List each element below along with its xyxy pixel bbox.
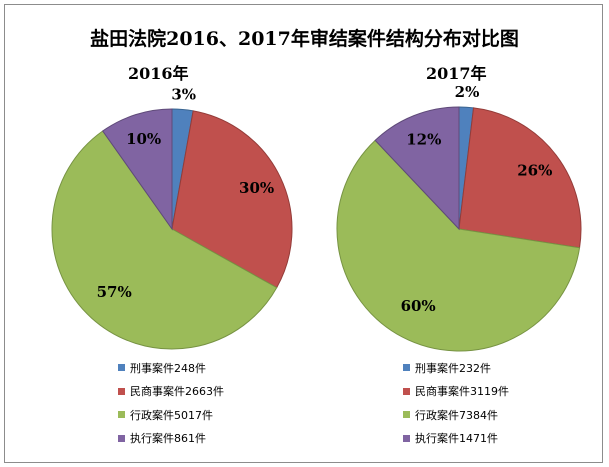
legend-item: 刑事案件232件 <box>403 356 509 380</box>
legend-item: 执行案件1471件 <box>403 427 509 451</box>
slice-percent-label: 2% <box>455 83 480 101</box>
legend-label: 执行案件1471件 <box>415 432 498 446</box>
legend-item: 行政案件7384件 <box>403 403 509 427</box>
chart-title: 盐田法院2016、2017年审结案件结构分布对比图 <box>90 28 519 50</box>
legend-label: 行政案件7384件 <box>415 408 498 422</box>
slice-percent-label: 30% <box>239 179 274 197</box>
legend-item: 民商事案件3119件 <box>403 380 509 404</box>
legend-label: 刑事案件248件 <box>130 361 206 375</box>
pie-1: 2% 26% 60% 12% <box>336 83 582 352</box>
legend-swatch <box>403 411 410 419</box>
slice-percent-label: 60% <box>401 297 436 315</box>
legend-2016: 刑事案件248件民商事案件2663件 行政案件5017件 执行案件861件 <box>118 356 224 450</box>
legend-item: 执行案件861件 <box>118 427 224 451</box>
pie-0: 3% 30% 57% 10% <box>51 86 293 350</box>
slice-percent-label: 26% <box>517 162 552 180</box>
legend-swatch <box>118 434 125 442</box>
slice-percent-label: 12% <box>406 131 441 149</box>
legend-label: 行政案件5017件 <box>130 408 213 422</box>
legend-2017: 刑事案件232件民商事案件3119件 行政案件7384件 执行案件1471件 <box>403 356 509 450</box>
legend-swatch <box>118 387 125 395</box>
pie-title-2016: 2016年 <box>128 64 189 83</box>
pie-title-2017: 2017年 <box>426 64 487 83</box>
slice-percent-label: 10% <box>126 130 161 148</box>
legend-swatch <box>118 364 125 372</box>
pie-slice <box>102 108 173 231</box>
slice-percent-label: 3% <box>171 86 196 104</box>
legend-swatch <box>403 434 410 442</box>
pie-slice <box>336 139 581 352</box>
pie-slice <box>374 106 460 231</box>
legend-item: 民商事案件2663件 <box>118 380 224 404</box>
legend-item: 刑事案件248件 <box>118 356 224 380</box>
legend-label: 民商事案件2663件 <box>130 385 224 399</box>
legend-swatch <box>118 411 125 419</box>
legend-label: 民商事案件3119件 <box>415 385 509 399</box>
slice-percent-label: 57% <box>97 283 132 301</box>
pie-slice <box>51 130 278 350</box>
legend-item: 行政案件5017件 <box>118 403 224 427</box>
legend-swatch <box>403 387 410 395</box>
pie-slice <box>171 110 293 289</box>
legend-swatch <box>403 364 410 372</box>
legend-label: 刑事案件232件 <box>415 361 491 375</box>
pie-slice <box>458 107 582 249</box>
legend-label: 执行案件861件 <box>130 432 206 446</box>
